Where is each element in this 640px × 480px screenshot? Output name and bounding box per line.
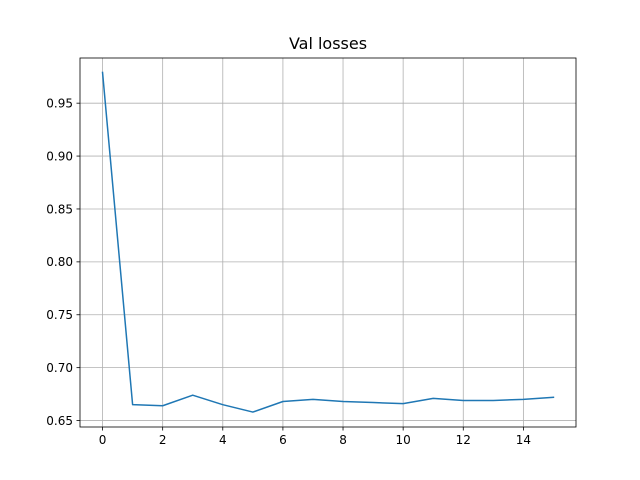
chart-title: Val losses xyxy=(289,34,367,53)
y-tick-label: 0.65 xyxy=(46,414,73,428)
x-tick-label: 14 xyxy=(516,433,531,447)
x-tick-label: 12 xyxy=(456,433,471,447)
x-tick-label: 10 xyxy=(396,433,411,447)
y-axis: 0.65 0.70 0.75 0.80 0.85 0.90 0.95 xyxy=(46,96,80,428)
x-tick-label: 6 xyxy=(279,433,287,447)
y-tick-label: 0.95 xyxy=(46,96,73,110)
grid-lines xyxy=(80,58,576,427)
y-tick-label: 0.90 xyxy=(46,149,73,163)
x-tick-label: 8 xyxy=(339,433,347,447)
series-line xyxy=(101,71,555,413)
x-tick-label: 4 xyxy=(219,433,227,447)
series-layer xyxy=(101,71,555,413)
y-tick-label: 0.70 xyxy=(46,361,73,375)
x-axis: 0 2 4 6 8 10 12 14 xyxy=(99,427,531,447)
plot-frame xyxy=(79,57,577,428)
y-tick-label: 0.85 xyxy=(46,202,73,216)
y-tick-label: 0.75 xyxy=(46,308,73,322)
x-tick-label: 2 xyxy=(159,433,167,447)
y-tick-label: 0.80 xyxy=(46,255,73,269)
x-tick-label: 0 xyxy=(99,433,107,447)
